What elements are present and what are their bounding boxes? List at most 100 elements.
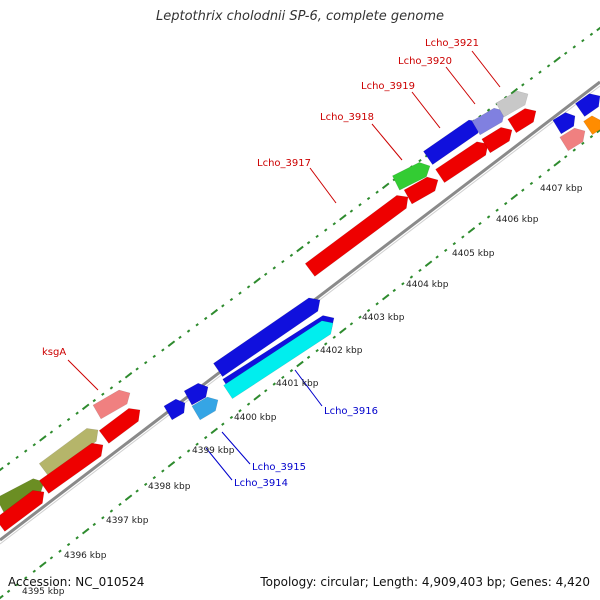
minor-tick <box>118 379 122 384</box>
major-tick <box>39 561 47 568</box>
minor-tick <box>486 215 491 219</box>
major-tick <box>339 214 347 221</box>
major-tick <box>0 594 4 600</box>
minor-tick <box>178 455 182 460</box>
gene-features <box>0 90 600 532</box>
minor-tick <box>203 316 208 321</box>
gene-feature <box>507 108 537 134</box>
gene-feature <box>183 383 209 406</box>
major-tick <box>0 466 4 472</box>
minor-tick <box>572 148 577 152</box>
leader-line <box>309 167 337 204</box>
minor-tick <box>529 181 534 186</box>
gene-feature <box>223 320 334 400</box>
gene-label: Lcho_3918 <box>320 112 374 123</box>
major-tick <box>39 435 47 442</box>
tick-label: 4406 kbp <box>496 215 539 225</box>
minor-tick <box>503 201 508 206</box>
minor-tick <box>238 409 242 413</box>
minor-tick <box>109 386 114 390</box>
inner-tick-track <box>0 128 600 600</box>
minor-tick <box>349 322 354 326</box>
minor-tick <box>538 70 542 74</box>
minor-tick <box>546 64 551 68</box>
minor-tick <box>92 522 97 527</box>
minor-tick <box>581 38 585 43</box>
minor-tick <box>529 76 534 81</box>
tick-label: 4399 kbp <box>192 446 235 456</box>
major-tick <box>81 403 90 411</box>
tick-label: 4401 kbp <box>276 379 319 389</box>
minor-tick <box>6 462 11 466</box>
gene-label: Lcho_3921 <box>425 38 479 49</box>
minor-tick <box>58 549 62 553</box>
minor-tick <box>75 536 79 540</box>
minor-tick <box>152 476 157 480</box>
minor-tick <box>323 228 328 232</box>
minor-tick <box>443 248 448 252</box>
minor-tick <box>281 259 285 264</box>
minor-tick <box>49 430 54 434</box>
minor-tick <box>478 221 482 226</box>
gene-feature <box>39 442 104 494</box>
minor-tick <box>486 108 491 112</box>
minor-tick <box>289 253 294 257</box>
gene-feature <box>552 112 576 135</box>
minor-tick <box>246 402 251 406</box>
minor-tick <box>358 315 362 319</box>
minor-tick <box>418 158 422 163</box>
gene-feature <box>98 408 141 444</box>
minor-tick <box>563 51 568 55</box>
minor-tick <box>272 382 277 386</box>
minor-tick <box>23 576 28 580</box>
minor-tick <box>263 272 268 276</box>
minor-tick <box>272 266 277 270</box>
minor-tick <box>563 155 568 159</box>
gene-feature <box>575 93 600 117</box>
minor-tick <box>435 255 439 259</box>
minor-tick <box>538 175 542 179</box>
minor-tick <box>143 482 148 486</box>
minor-tick <box>418 268 422 273</box>
minor-tick <box>229 297 234 302</box>
minor-tick <box>306 355 311 359</box>
tick-label: 4403 kbp <box>362 313 405 323</box>
gene-feature <box>403 176 439 205</box>
gene-label: Lcho_3917 <box>257 158 311 169</box>
minor-tick <box>375 302 379 306</box>
leader-line <box>371 123 403 161</box>
major-tick <box>510 193 519 201</box>
tick-labels: 4395 kbp 4396 kbp 4397 kbp 4398 kbp 4399 kbp… <box>22 184 583 597</box>
minor-tick <box>75 411 79 415</box>
minor-tick <box>366 196 371 201</box>
major-tick <box>467 227 476 234</box>
leader-line <box>445 66 476 105</box>
tick-label: 4396 kbp <box>64 551 107 561</box>
gene-feature <box>92 389 131 420</box>
minor-tick <box>195 323 199 327</box>
minor-tick <box>66 542 71 547</box>
gene-feature <box>38 428 99 477</box>
minor-tick <box>392 288 397 293</box>
gene-feature <box>163 398 186 421</box>
minor-tick <box>15 455 19 460</box>
major-tick <box>596 128 600 134</box>
tick-label: 4398 kbp <box>148 482 191 492</box>
genome-summary-text: Topology: circular; Length: 4,909,403 bp… <box>260 575 590 589</box>
leader-line <box>471 50 501 88</box>
tick-label: 4395 kbp <box>22 587 65 597</box>
minor-tick <box>461 235 465 239</box>
major-tick <box>253 277 261 284</box>
minor-tick <box>221 422 225 426</box>
gene-feature <box>495 90 529 118</box>
minor-tick <box>546 168 551 172</box>
minor-tick <box>238 291 242 295</box>
minor-tick <box>101 392 105 396</box>
leader-line <box>221 431 251 465</box>
major-tick <box>81 527 90 535</box>
gene-feature <box>471 107 506 136</box>
minor-tick <box>263 389 268 393</box>
minor-tick <box>161 469 165 473</box>
major-tick <box>553 160 561 167</box>
